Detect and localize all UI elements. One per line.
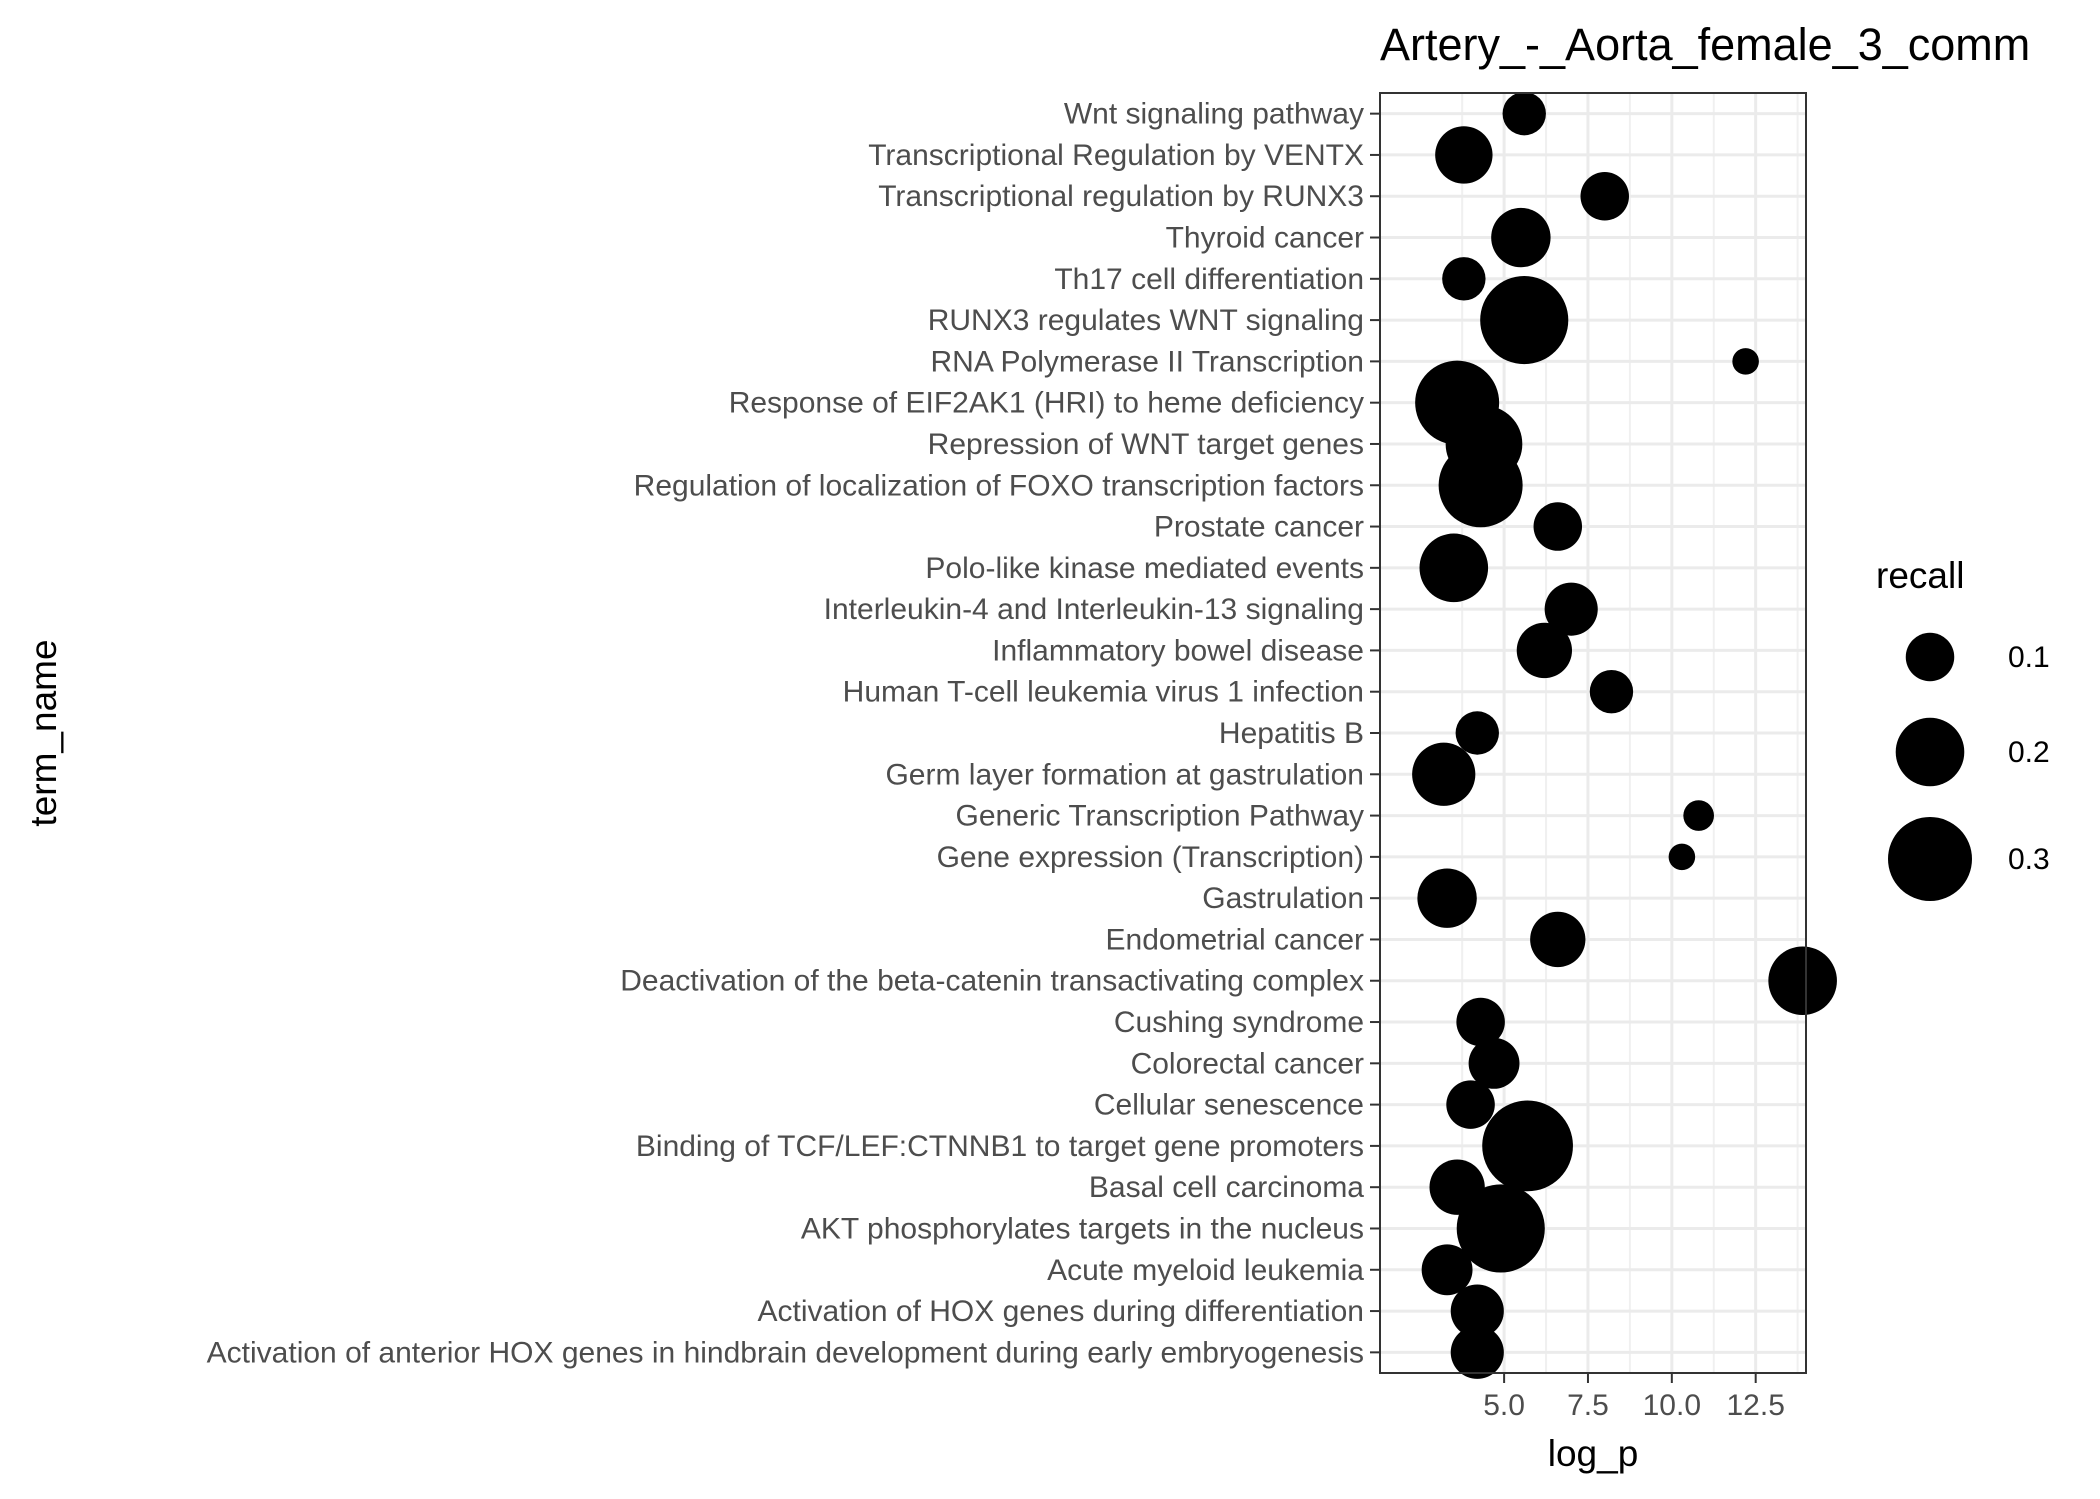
y-tick-label: Transcriptional regulation by RUNX3 <box>878 180 1364 213</box>
data-point <box>1589 670 1634 714</box>
data-point <box>1482 1100 1573 1192</box>
data-point <box>1419 533 1489 603</box>
data-point <box>1530 911 1586 968</box>
points <box>1412 91 1837 1379</box>
data-point <box>1435 126 1493 184</box>
axes: Activation of anterior HOX genes in hind… <box>207 98 1785 1422</box>
legend-label: 0.2 <box>2008 736 2050 769</box>
y-tick-label: Regulation of localization of FOXO trans… <box>634 469 1364 502</box>
data-point <box>1732 348 1759 375</box>
legend-key <box>1895 717 1965 787</box>
y-tick-label: Gastrulation <box>1202 882 1364 915</box>
y-tick-label: Cushing syndrome <box>1114 1006 1364 1039</box>
data-point <box>1668 843 1696 871</box>
chart-title: Artery_-_Aorta_female_3_comm <box>1380 19 2030 70</box>
y-tick-label: Basal cell carcinoma <box>1089 1171 1364 1204</box>
legend-title: recall <box>1876 555 1964 596</box>
data-point <box>1480 276 1569 365</box>
x-axis-title: log_p <box>1548 1433 1639 1474</box>
data-point <box>1468 1037 1520 1089</box>
y-tick-label: Activation of anterior HOX genes in hind… <box>207 1336 1364 1369</box>
data-point <box>1450 1284 1504 1338</box>
data-point <box>1415 360 1500 445</box>
y-tick-label: Response of EIF2AK1 (HRI) to heme defici… <box>729 387 1364 420</box>
y-tick-label: Acute myeloid leukemia <box>1047 1254 1364 1287</box>
x-tick-label: 5.0 <box>1483 1389 1525 1422</box>
y-tick-label: Germ layer formation at gastrulation <box>885 758 1364 791</box>
data-point <box>1455 711 1499 755</box>
data-point <box>1533 502 1583 551</box>
y-axis-title: term_name <box>23 639 64 826</box>
grid <box>1380 93 1806 1373</box>
data-point <box>1450 1325 1504 1379</box>
data-point <box>1456 997 1505 1047</box>
y-tick-label: Binding of TCF/LEF:CTNNB1 to target gene… <box>636 1130 1364 1163</box>
data-point <box>1412 742 1476 806</box>
y-tick-label: Inflammatory bowel disease <box>992 634 1364 667</box>
data-point <box>1516 622 1573 679</box>
data-point <box>1544 582 1598 636</box>
y-tick-label: Endometrial cancer <box>1106 923 1364 956</box>
y-tick-label: RUNX3 regulates WNT signaling <box>928 304 1364 337</box>
data-point <box>1768 946 1837 1016</box>
y-tick-label: Generic Transcription Pathway <box>955 800 1364 833</box>
y-tick-label: Human T-cell leukemia virus 1 infection <box>843 676 1364 709</box>
legend-key <box>1905 632 1955 682</box>
y-tick-label: Cellular senescence <box>1094 1089 1364 1122</box>
y-tick-label: Gene expression (Transcription) <box>937 841 1364 874</box>
data-point <box>1417 868 1477 928</box>
data-point <box>1502 91 1546 136</box>
y-tick-label: Th17 cell differentiation <box>1054 263 1364 296</box>
data-point <box>1491 207 1551 268</box>
data-point <box>1446 1080 1495 1129</box>
data-point <box>1429 1159 1485 1215</box>
y-tick-label: Interleukin-4 and Interleukin-13 signali… <box>824 593 1364 626</box>
y-tick-label: RNA Polymerase II Transcription <box>931 345 1365 378</box>
x-tick-label: 7.5 <box>1567 1389 1609 1422</box>
data-point <box>1456 1184 1545 1273</box>
data-point <box>1442 257 1486 301</box>
legend-label: 0.3 <box>2008 843 2050 876</box>
y-tick-label: Colorectal cancer <box>1131 1047 1364 1080</box>
y-tick-label: AKT phosphorylates targets in the nucleu… <box>801 1212 1364 1245</box>
x-tick-label: 10.0 <box>1643 1389 1701 1422</box>
legend-key <box>1888 817 1972 901</box>
data-point <box>1683 800 1714 831</box>
y-tick-label: Deactivation of the beta-catenin transac… <box>620 965 1364 998</box>
legend: recall 0.1 0.2 0.3 <box>1876 555 2050 901</box>
x-tick-label: 12.5 <box>1726 1389 1784 1422</box>
data-point <box>1580 171 1629 221</box>
legend-label: 0.1 <box>2008 641 2050 674</box>
y-tick-label: Polo-like kinase mediated events <box>925 552 1364 585</box>
y-tick-label: Thyroid cancer <box>1166 222 1364 255</box>
y-tick-label: Wnt signaling pathway <box>1064 98 1364 131</box>
y-tick-label: Repression of WNT target genes <box>928 428 1364 461</box>
y-tick-label: Hepatitis B <box>1219 717 1364 750</box>
data-point <box>1421 1244 1473 1296</box>
y-tick-label: Transcriptional Regulation by VENTX <box>868 139 1364 172</box>
y-tick-label: Prostate cancer <box>1154 511 1364 544</box>
y-tick-label: Activation of HOX genes during different… <box>758 1295 1364 1328</box>
